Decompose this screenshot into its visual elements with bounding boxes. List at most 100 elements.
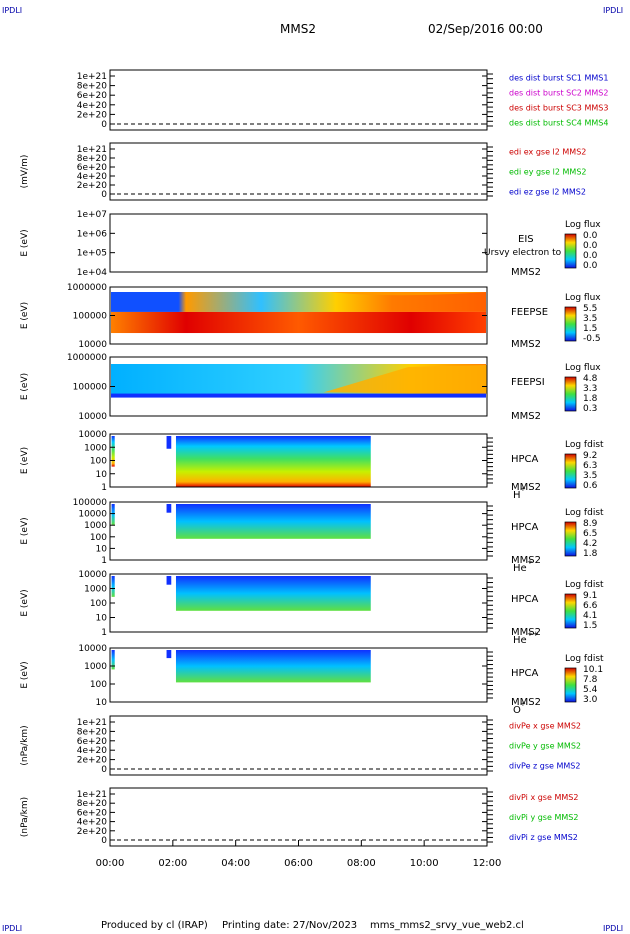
- instrument-label: FEEPSE: [511, 307, 548, 318]
- colorbar-title: Log flux: [565, 363, 601, 373]
- y-tick-label: 4e+20: [77, 818, 108, 828]
- y-tick-label: 1000: [84, 585, 107, 595]
- y-tick-label: 1e+21: [77, 72, 107, 82]
- spectrogram-hpca-early: [111, 650, 115, 670]
- colorbar-tick-label: 9.2: [583, 451, 597, 461]
- y-tick-label: 0: [101, 190, 107, 200]
- spectrogram-hpca-main: [175, 436, 371, 487]
- colorbar-title: Log flux: [565, 220, 601, 230]
- colorbar-tick-label: 1.8: [583, 394, 598, 404]
- y-tick-label: 100000: [73, 312, 108, 322]
- panel-note: Ursvy electron to: [484, 248, 562, 258]
- spacecraft-label: MMS2: [511, 482, 541, 493]
- y-axis-label: E (eV): [20, 229, 30, 256]
- colorbar-tick-label: 8.9: [583, 519, 598, 529]
- y-tick-label: 1: [101, 556, 107, 566]
- x-tick-label: 10:00: [410, 858, 439, 869]
- y-tick-label: 6e+20: [77, 737, 108, 747]
- colorbar: [564, 667, 577, 703]
- y-tick-label: 1000000: [67, 353, 107, 363]
- panel-frame: [109, 213, 488, 273]
- colorbar: [564, 376, 577, 412]
- panel-frame: [109, 142, 488, 201]
- instrument-label: HPCA: [511, 668, 539, 679]
- spacecraft-label: MMS2: [511, 697, 541, 708]
- y-tick-label: 1: [101, 483, 107, 493]
- y-tick-label: 1000000: [67, 283, 107, 293]
- panel-frame: [109, 647, 488, 703]
- x-tick-label: 02:00: [158, 858, 187, 869]
- colorbar-tick-label: 7.8: [583, 675, 598, 685]
- y-tick-label: 1000: [84, 521, 107, 531]
- y-tick-label: 1e+21: [77, 718, 107, 728]
- y-tick-label: 0: [101, 836, 107, 846]
- instrument-label: FEEPSI: [511, 377, 545, 388]
- colorbar-tick-label: 0.0: [583, 231, 598, 241]
- panel-frame: [109, 715, 488, 776]
- y-tick-label: 1000: [84, 662, 107, 672]
- instrument-label: HPCA: [511, 522, 539, 533]
- y-axis-label: (nPa/km): [20, 797, 30, 837]
- legend-entry: des dist burst SC4 MMS4: [509, 119, 608, 128]
- y-tick-label: 10: [96, 614, 108, 624]
- y-tick-label: 1: [101, 628, 107, 638]
- footer-printing-date: Printing date: 27/Nov/2023: [222, 920, 358, 931]
- corner-label-top-right: IPDLI: [603, 6, 624, 15]
- y-tick-label: 2e+20: [77, 756, 108, 766]
- spectrogram-feepsi-lowedge: [111, 393, 486, 398]
- colorbar-title: Log fdist: [565, 580, 604, 590]
- colorbar-tick-label: 4.8: [583, 374, 598, 384]
- spectrogram-hpca-burst: [166, 504, 172, 513]
- colorbar-tick-label: 5.5: [583, 304, 597, 314]
- spectrogram-hpca-burst: [166, 650, 172, 659]
- y-tick-label: 1e+05: [77, 249, 107, 259]
- legend-entry: divPe x gse MMS2: [509, 722, 581, 731]
- instrument-label: EIS: [518, 234, 534, 245]
- legend-entry: des dist burst SC2 MMS2: [509, 89, 608, 98]
- legend-entry: divPi y gse MMS2: [509, 813, 578, 822]
- species-charge: ++: [527, 630, 539, 638]
- spectrogram-hpca-main: [175, 576, 371, 611]
- instrument-label: HPCA: [511, 454, 539, 465]
- panel-frame: [109, 787, 488, 847]
- y-tick-label: 8e+20: [77, 154, 108, 164]
- y-tick-label: 10000: [78, 510, 107, 520]
- colorbar-title: Log fdist: [565, 508, 604, 518]
- colorbar-title: Log flux: [565, 293, 601, 303]
- legend-entry: divPe y gse MMS2: [509, 742, 581, 751]
- y-tick-label: 8e+20: [77, 727, 108, 737]
- colorbar-tick-label: 10.1: [583, 665, 603, 675]
- spacecraft-label: MMS2: [511, 267, 541, 278]
- colorbar: [564, 233, 577, 269]
- x-tick-label: 08:00: [347, 858, 376, 869]
- y-tick-label: 4e+20: [77, 172, 108, 182]
- y-tick-label: 100000: [73, 498, 108, 508]
- colorbar-tick-label: 3.5: [583, 471, 597, 481]
- header-datetime: 02/Sep/2016 00:00: [428, 22, 543, 36]
- colorbar-tick-label: 1.8: [583, 549, 598, 559]
- y-tick-label: 2e+20: [77, 181, 108, 191]
- colorbar-tick-label: 0.0: [583, 251, 598, 261]
- colorbar: [564, 521, 577, 557]
- legend-entry: divPi z gse MMS2: [509, 833, 578, 842]
- colorbar-tick-label: 3.3: [583, 384, 597, 394]
- y-tick-label: 100: [90, 599, 107, 609]
- colorbar-tick-label: 0.0: [583, 261, 598, 271]
- y-axis-label: E (eV): [20, 447, 30, 474]
- y-axis-label: (nPa/km): [20, 725, 30, 765]
- spacecraft-label: MMS2: [511, 555, 541, 566]
- y-tick-label: 100: [90, 533, 107, 543]
- y-tick-label: 100000: [73, 383, 108, 393]
- legend-entry: divPi x gse MMS2: [509, 793, 578, 802]
- colorbar-tick-label: -0.5: [583, 334, 601, 344]
- colorbar-tick-label: 9.1: [583, 591, 597, 601]
- colorbar-tick-label: 0.3: [583, 404, 597, 414]
- legend-entry: divPe z gse MMS2: [509, 762, 580, 771]
- species-charge: +: [520, 700, 526, 708]
- y-tick-label: 1000: [84, 443, 107, 453]
- colorbar: [564, 306, 577, 342]
- spectrogram-feepse-low: [111, 311, 486, 334]
- spectrogram-hpca-burst: [166, 576, 172, 585]
- spectrogram-feepse-high: [111, 292, 486, 312]
